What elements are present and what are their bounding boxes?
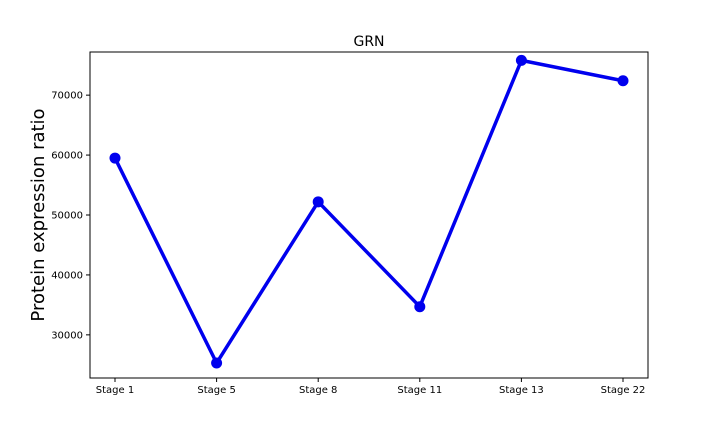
data-point (515, 54, 527, 66)
chart-title: GRN (353, 34, 384, 50)
y-tick-label: 40000 (51, 270, 83, 281)
y-tick-label: 50000 (51, 211, 83, 222)
data-point (109, 152, 121, 164)
x-tick-label: Stage 5 (197, 385, 235, 396)
y-tick-label: 70000 (51, 91, 83, 102)
x-tick-label: Stage 1 (96, 385, 134, 396)
series-line (113, 58, 625, 365)
x-tick-label: Stage 8 (299, 385, 337, 396)
y-axis-label: Protein expression ratio (28, 108, 49, 321)
y-tick-label: 60000 (51, 151, 83, 162)
x-tick-label: Stage 22 (601, 385, 646, 396)
data-point (312, 196, 324, 208)
data-point (211, 357, 223, 369)
y-tick-label: 30000 (51, 330, 83, 341)
data-point (617, 75, 629, 87)
data-point (414, 301, 426, 313)
plot-frame (89, 51, 649, 379)
x-tick-label: Stage 13 (499, 385, 544, 396)
x-tick-label: Stage 11 (397, 385, 442, 396)
